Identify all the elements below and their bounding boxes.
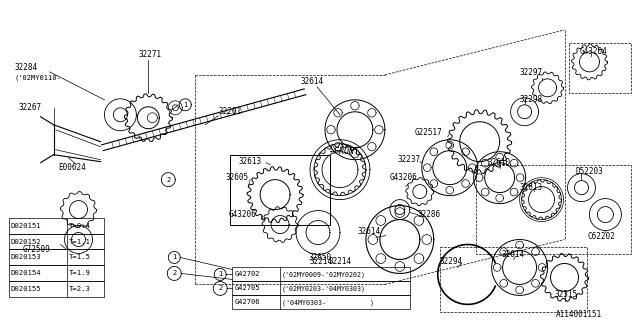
Text: 32650: 32650 xyxy=(308,253,331,262)
Bar xyxy=(232,295,410,309)
Text: G43206: G43206 xyxy=(228,210,256,219)
Text: D020155: D020155 xyxy=(11,286,41,292)
Text: G43204: G43204 xyxy=(579,47,607,56)
Text: 32297: 32297 xyxy=(520,68,543,77)
Text: 32613: 32613 xyxy=(520,183,543,192)
Text: D52203: D52203 xyxy=(575,167,604,176)
Text: D020151: D020151 xyxy=(11,222,41,228)
Text: T=0.4: T=0.4 xyxy=(68,222,90,228)
Text: G22517: G22517 xyxy=(415,128,442,137)
Text: 32614: 32614 xyxy=(502,250,525,259)
Text: D020153: D020153 xyxy=(11,254,41,260)
Text: ('02MY0203-'04MY0303): ('02MY0203-'04MY0303) xyxy=(282,285,366,292)
Text: G72509: G72509 xyxy=(22,245,51,254)
Text: 32286: 32286 xyxy=(418,210,441,219)
Text: T=1.1: T=1.1 xyxy=(68,238,90,244)
Text: D020154: D020154 xyxy=(11,270,41,276)
Text: A114001151: A114001151 xyxy=(556,310,602,319)
Text: 32315: 32315 xyxy=(554,290,578,299)
Text: ('02MY0009-'02MY0202): ('02MY0009-'02MY0202) xyxy=(282,271,366,278)
Text: 32294: 32294 xyxy=(440,257,463,266)
Text: 32214: 32214 xyxy=(309,257,333,266)
Text: 32237: 32237 xyxy=(398,155,421,164)
Text: ('02MY0110-: ('02MY0110- xyxy=(15,75,61,81)
Bar xyxy=(232,281,410,295)
Text: G42706: G42706 xyxy=(234,300,260,305)
Text: 1: 1 xyxy=(218,271,222,277)
Bar xyxy=(232,268,410,281)
Text: E00624: E00624 xyxy=(58,163,86,172)
Text: 32610: 32610 xyxy=(488,158,511,167)
Bar xyxy=(8,250,104,266)
Text: G42705: G42705 xyxy=(234,285,260,292)
Bar xyxy=(230,155,330,225)
Bar xyxy=(440,247,588,312)
Bar xyxy=(8,281,104,297)
Text: 2: 2 xyxy=(218,285,222,292)
Text: 32201: 32201 xyxy=(218,107,241,116)
Text: D020152: D020152 xyxy=(11,238,41,244)
Text: 32214: 32214 xyxy=(328,257,351,266)
Text: 1: 1 xyxy=(172,254,177,260)
Bar xyxy=(8,218,104,234)
Bar xyxy=(570,43,632,93)
Text: T=2.3: T=2.3 xyxy=(68,286,90,292)
Text: 32613: 32613 xyxy=(238,157,261,166)
Text: T=1.9: T=1.9 xyxy=(68,270,90,276)
Text: 2: 2 xyxy=(172,270,177,276)
Text: 32614: 32614 xyxy=(358,227,381,236)
Text: 32267: 32267 xyxy=(19,103,42,112)
Text: 1: 1 xyxy=(183,102,188,108)
Text: 32271: 32271 xyxy=(138,50,161,60)
Text: ←FRONT: ←FRONT xyxy=(330,147,360,156)
Text: 32284: 32284 xyxy=(15,63,38,72)
Text: C62202: C62202 xyxy=(588,232,615,241)
Bar xyxy=(8,234,104,250)
Text: 32298: 32298 xyxy=(520,95,543,104)
Text: G43206: G43206 xyxy=(390,173,418,182)
Bar xyxy=(476,165,632,254)
Text: ('04MY0303-           ): ('04MY0303- ) xyxy=(282,299,374,306)
Bar xyxy=(8,266,104,281)
Text: G42702: G42702 xyxy=(234,271,260,277)
Text: 32614: 32614 xyxy=(300,77,323,86)
Text: T=1.5: T=1.5 xyxy=(68,254,90,260)
Text: 32605: 32605 xyxy=(225,173,248,182)
Text: 2: 2 xyxy=(166,177,170,183)
